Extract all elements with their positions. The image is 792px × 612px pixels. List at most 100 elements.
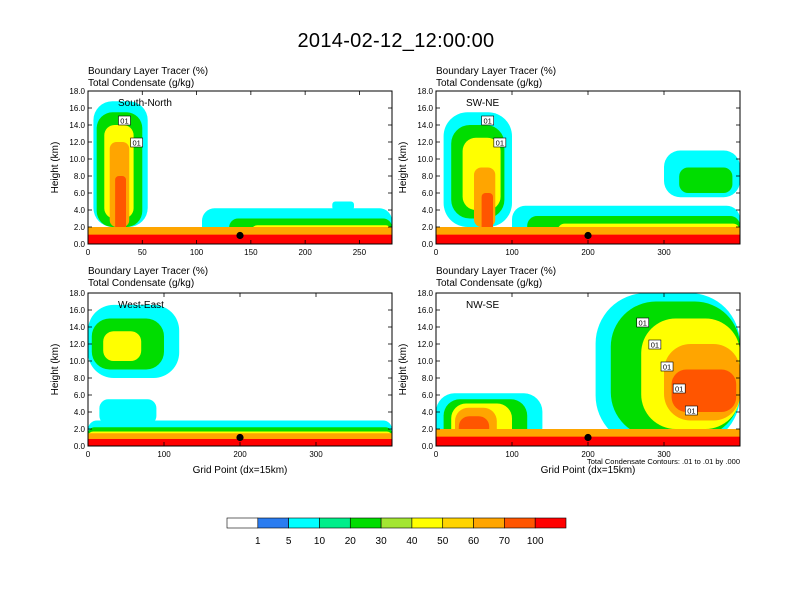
colorbar-label: 20 <box>345 536 357 547</box>
plot-frame <box>87 90 393 245</box>
contour-label: 01 <box>685 405 698 416</box>
contour-label: 01 <box>493 137 507 148</box>
y-tick-label: 12.0 <box>69 138 85 147</box>
x-tick-label: 100 <box>505 248 519 257</box>
contour-label-box <box>672 383 686 394</box>
y-tick-label: 10.0 <box>417 155 433 164</box>
y-axis-title: Height (km) <box>398 142 409 194</box>
cross-section-title: South-North <box>118 98 172 109</box>
panel-header-4-line1: Boundary Layer Tracer (%) <box>436 266 557 277</box>
panel-header-4: Boundary Layer Tracer (%) Total Condensa… <box>436 266 556 290</box>
location-marker <box>236 231 244 240</box>
y-tick-label: 6.0 <box>422 189 434 198</box>
colorbar-label: 5 <box>286 536 292 547</box>
colorbar: 1 5 10 20 30 40 50 60 70 100 <box>226 517 567 547</box>
contour-label-text: 01 <box>132 139 140 148</box>
contour-label-box <box>685 405 698 416</box>
y-tick-label: 18.0 <box>417 289 433 298</box>
y-tick-label: 12.0 <box>417 138 433 147</box>
y-tick-label: 0.0 <box>422 240 434 249</box>
boundary-layer-core <box>436 436 740 446</box>
contour-label-box <box>130 137 143 148</box>
x-tick-label: 200 <box>298 248 312 257</box>
contour-label-box <box>636 317 650 328</box>
y-tick-label: 2.0 <box>74 223 86 232</box>
contour-label-text: 01 <box>651 341 659 350</box>
colorbar-swatch <box>504 517 536 529</box>
contour-label-box <box>481 115 494 126</box>
y-tick-label: 0.0 <box>422 442 434 451</box>
contour-footnote: Total Condensate Contours: .01 to .01 by… <box>587 457 740 466</box>
x-tick-label: 0 <box>86 248 91 257</box>
chart-panel-3: 0.0 2.0 4.0 6.0 8.0 10.0 12.0 14.0 16.0 18.0 0 100 2… <box>50 289 393 476</box>
y-tick-label: 14.0 <box>69 121 85 130</box>
x-tick-label: 200 <box>581 450 595 459</box>
y-tick-label: 2.0 <box>422 425 434 434</box>
colorbar-label: 40 <box>406 536 418 547</box>
contour-label: 01 <box>672 383 686 394</box>
panel-header-4-line2: Total Condensate (g/kg) <box>436 278 543 289</box>
x-tick-label: 200 <box>581 248 595 257</box>
x-tick-label: 300 <box>309 450 323 459</box>
y-tick-label: 14.0 <box>417 323 433 332</box>
contour-label-text: 01 <box>675 385 683 394</box>
location-marker <box>584 433 592 442</box>
chart-panel-4: 0.0 2.0 4.0 6.0 8.0 10.0 12.0 14.0 16.0 18.0 0 100 2… <box>398 289 741 476</box>
colorbar-swatch <box>349 517 382 529</box>
x-tick-label: 100 <box>157 450 171 459</box>
x-tick-label: 0 <box>86 450 91 459</box>
shading-region <box>481 193 493 236</box>
y-tick-label: 16.0 <box>417 306 433 315</box>
x-tick-label: 250 <box>353 248 367 257</box>
y-tick-label: 10.0 <box>417 357 433 366</box>
colorbar-swatch <box>288 517 320 529</box>
y-tick-label: 8.0 <box>74 172 86 181</box>
panel-header-2-line2: Total Condensate (g/kg) <box>436 78 543 89</box>
y-tick-label: 10.0 <box>69 357 85 366</box>
x-axis-title: Grid Point (dx=15km) <box>541 465 636 476</box>
colorbar-label: 50 <box>437 536 449 547</box>
panel-header-1-line2: Total Condensate (g/kg) <box>88 78 195 89</box>
shading-region <box>332 201 354 210</box>
y-tick-label: 18.0 <box>417 87 433 96</box>
contour-label: 01 <box>130 137 143 148</box>
y-tick-label: 18.0 <box>69 87 85 96</box>
x-tick-label: 0 <box>434 248 439 257</box>
colorbar-label: 10 <box>314 536 326 547</box>
y-tick-label: 4.0 <box>422 408 434 417</box>
contour-label-text: 01 <box>484 117 492 126</box>
y-axis-title: Height (km) <box>398 344 409 396</box>
x-tick-label: 100 <box>505 450 519 459</box>
cross-section-title: West-East <box>118 300 164 311</box>
y-tick-label: 16.0 <box>69 306 85 315</box>
y-tick-label: 2.0 <box>74 425 86 434</box>
contour-label: 01 <box>636 317 650 328</box>
panel-header-3: Boundary Layer Tracer (%) Total Condensa… <box>88 266 208 290</box>
colorbar-swatch <box>473 517 505 529</box>
shading-region <box>115 176 126 236</box>
contour-label-text: 01 <box>639 319 647 328</box>
colorbar-swatch <box>380 517 413 529</box>
y-tick-label: 4.0 <box>74 206 86 215</box>
y-tick-label: 6.0 <box>74 391 86 400</box>
y-tick-label: 12.0 <box>417 340 433 349</box>
colorbar-swatch <box>257 517 289 529</box>
colorbar-label: 1 <box>255 536 261 547</box>
y-tick-label: 12.0 <box>69 340 85 349</box>
boundary-layer-core <box>88 234 392 244</box>
contour-label-box <box>660 361 674 372</box>
colorbar-swatch <box>319 517 351 529</box>
y-tick-label: 8.0 <box>422 374 434 383</box>
y-tick-label: 16.0 <box>417 104 433 113</box>
y-tick-label: 6.0 <box>74 189 86 198</box>
colorbar-swatch <box>411 517 444 529</box>
x-tick-label: 100 <box>190 248 204 257</box>
x-tick-label: 150 <box>244 248 258 257</box>
y-tick-label: 16.0 <box>69 104 85 113</box>
shading-region <box>671 369 737 412</box>
contour-label-box <box>648 339 662 350</box>
y-tick-label: 6.0 <box>422 391 434 400</box>
shading-region <box>103 331 142 361</box>
y-tick-label: 10.0 <box>69 155 85 164</box>
cross-section-title: SW-NE <box>466 98 499 109</box>
